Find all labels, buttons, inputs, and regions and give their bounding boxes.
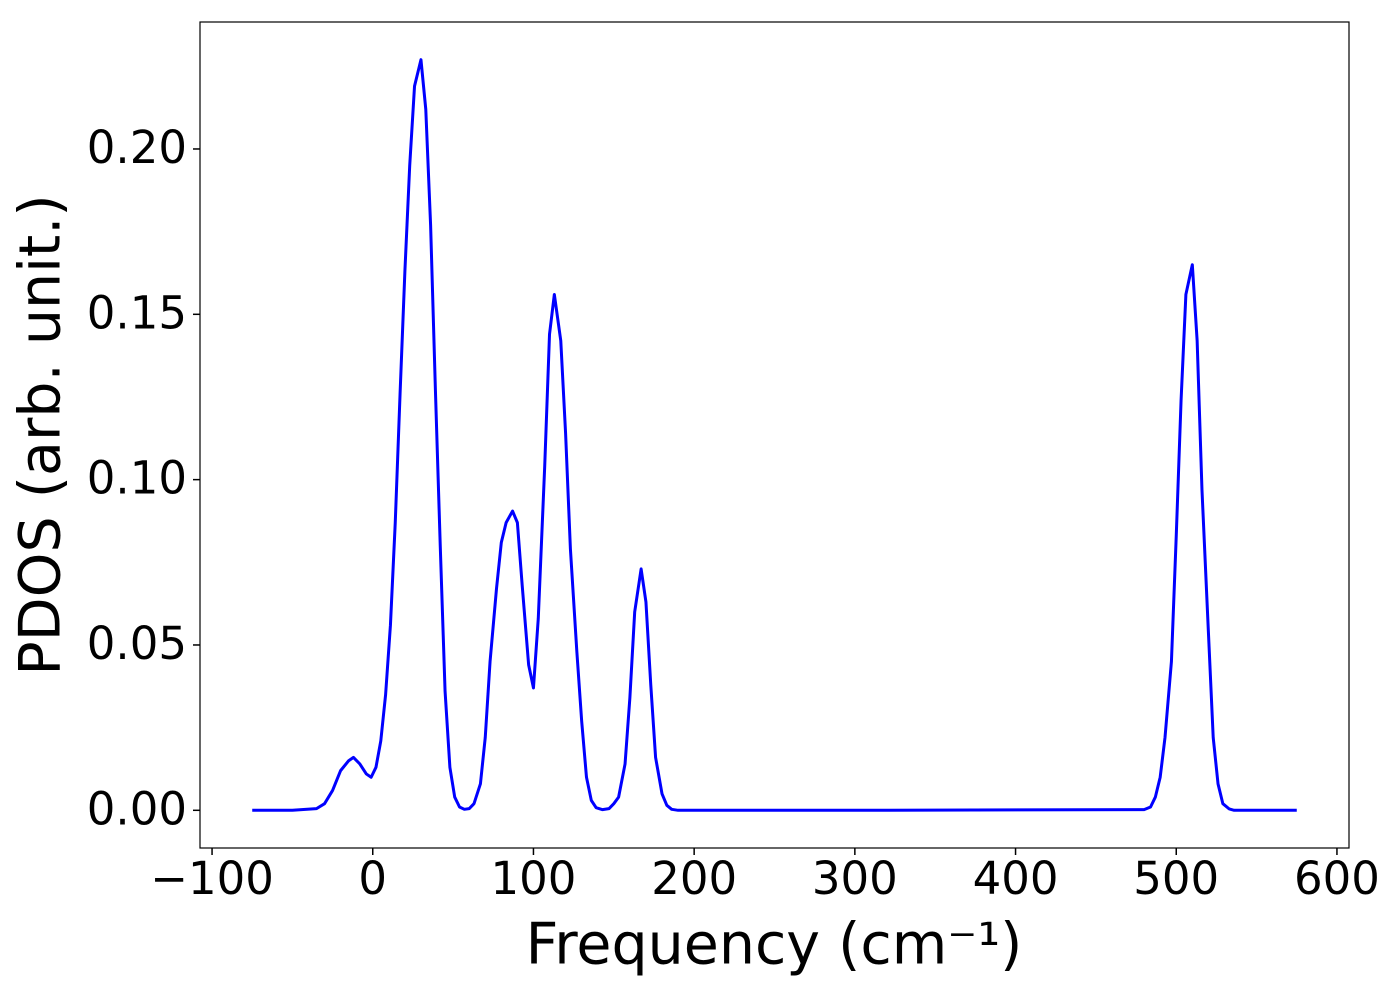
y-tick-label: 0.20 <box>87 121 187 174</box>
x-tick-label: −100 <box>150 852 274 905</box>
x-tick-label: 100 <box>490 852 576 905</box>
x-tick-label: 600 <box>1294 852 1380 905</box>
x-axis-label: Frequency (cm⁻¹) <box>526 912 1023 978</box>
y-axis-label: PDOS (arb. unit.) <box>8 194 74 675</box>
x-tick-label: 300 <box>812 852 898 905</box>
x-tick-label: 500 <box>1133 852 1219 905</box>
y-tick-label: 0.05 <box>87 617 187 670</box>
y-tick-label: 0.15 <box>87 286 187 339</box>
plot-frame <box>199 21 1350 849</box>
y-tick-label: 0.10 <box>87 452 187 505</box>
data-line <box>252 58 1297 812</box>
x-tick-label: 200 <box>651 852 737 905</box>
y-tick-label: 0.00 <box>87 782 187 835</box>
x-tick-label: 400 <box>973 852 1059 905</box>
x-tick-label: 0 <box>358 852 387 905</box>
